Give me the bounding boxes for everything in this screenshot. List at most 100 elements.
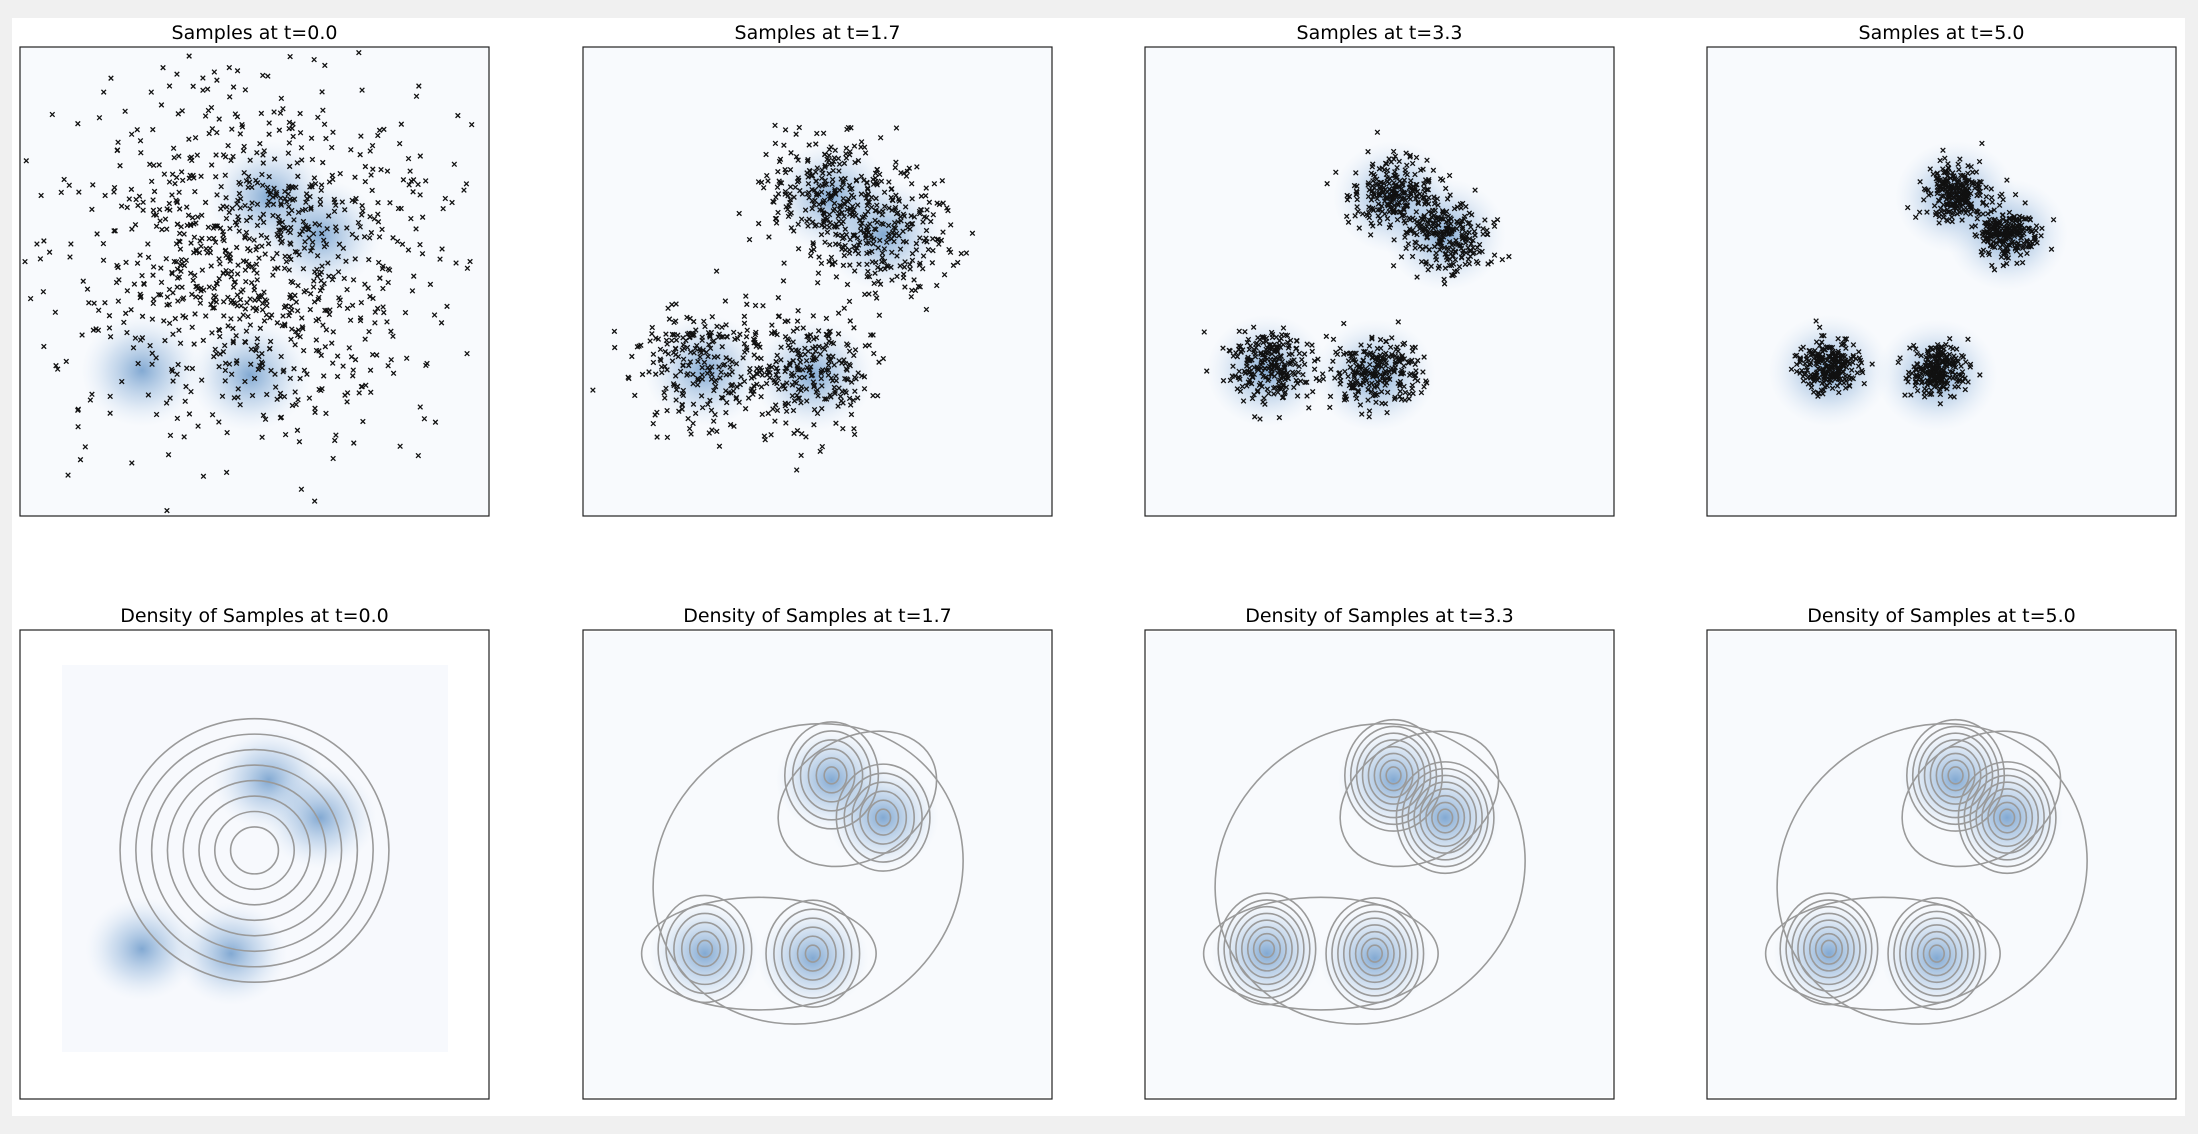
sample-marker <box>639 371 646 378</box>
sample-marker <box>741 378 748 385</box>
sample-marker <box>694 382 701 388</box>
sample-marker <box>741 313 748 320</box>
sample-marker <box>259 307 266 313</box>
sample-marker <box>161 318 167 324</box>
sample-marker <box>969 230 976 237</box>
sample-marker <box>750 391 756 398</box>
sample-marker <box>208 301 214 308</box>
sample-marker <box>174 415 181 422</box>
sample-marker <box>844 367 850 373</box>
sample-marker <box>782 385 788 392</box>
sample-marker <box>908 180 915 187</box>
sample-marker <box>870 181 877 188</box>
sample-marker <box>133 196 139 203</box>
sample-marker <box>842 375 848 382</box>
sample-marker <box>399 241 406 247</box>
sample-marker <box>865 223 871 229</box>
sample-marker <box>716 443 723 449</box>
sample-marker <box>372 309 379 315</box>
sample-marker <box>251 375 258 382</box>
sample-marker <box>329 360 336 366</box>
sample-marker <box>226 94 233 100</box>
sample-marker <box>883 239 890 246</box>
sample-marker <box>124 288 131 294</box>
density-glow <box>1318 906 1432 1010</box>
sample-marker <box>276 220 282 227</box>
sample-marker <box>672 373 679 379</box>
sample-marker <box>711 387 717 394</box>
sample-marker <box>822 151 828 158</box>
sample-marker <box>172 315 179 322</box>
sample-marker <box>634 344 641 350</box>
sample-marker <box>848 192 855 198</box>
sample-marker <box>881 258 888 265</box>
sample-marker <box>826 353 832 359</box>
sample-marker <box>1401 177 1408 183</box>
sample-marker <box>821 396 828 402</box>
sample-marker <box>291 217 297 223</box>
sample-marker <box>318 187 324 193</box>
sample-marker <box>348 354 355 360</box>
sample-marker <box>339 199 346 205</box>
sample-marker <box>137 252 143 258</box>
sample-marker <box>697 348 703 354</box>
sample-marker <box>226 64 233 71</box>
sample-marker <box>784 336 791 342</box>
sample-marker <box>1311 358 1318 364</box>
sample-marker <box>654 409 660 416</box>
sample-marker <box>189 365 196 372</box>
sample-marker <box>822 177 829 184</box>
sample-marker <box>829 181 835 188</box>
sample-marker <box>455 112 461 119</box>
sample-marker <box>902 204 909 210</box>
sample-marker <box>230 325 236 332</box>
sample-marker <box>771 328 778 335</box>
plot-area <box>1145 47 1614 516</box>
sample-marker <box>832 388 838 394</box>
sample-marker <box>225 142 231 149</box>
sample-marker <box>183 257 190 264</box>
sample-marker <box>249 200 255 206</box>
sample-marker <box>314 273 320 279</box>
sample-marker <box>811 422 817 428</box>
sample-marker <box>847 148 853 155</box>
sample-marker <box>228 316 234 322</box>
sample-marker <box>115 298 122 304</box>
sample-marker <box>228 157 234 164</box>
sample-marker <box>173 259 180 265</box>
sample-marker <box>714 428 720 435</box>
sample-marker <box>826 152 832 159</box>
sample-marker <box>829 161 836 168</box>
sample-marker <box>322 62 328 69</box>
sample-marker <box>274 396 280 402</box>
sample-marker <box>317 196 324 203</box>
sample-marker <box>395 205 402 212</box>
sample-marker <box>132 335 139 341</box>
sample-marker <box>812 169 819 175</box>
sample-marker <box>865 268 871 275</box>
sample-marker <box>174 221 181 227</box>
sample-marker <box>847 318 854 324</box>
sample-marker <box>148 178 155 185</box>
sample-marker <box>758 393 764 400</box>
sample-marker <box>743 344 750 351</box>
sample-marker <box>798 216 805 222</box>
sample-marker <box>646 369 652 375</box>
sample-marker <box>288 303 294 310</box>
sample-marker <box>872 270 878 276</box>
sample-marker <box>230 153 236 160</box>
sample-marker <box>861 229 867 236</box>
sample-marker <box>785 318 791 324</box>
sample-marker <box>300 218 307 225</box>
sample-marker <box>317 287 324 294</box>
sample-marker <box>461 187 467 193</box>
sample-marker <box>914 164 920 170</box>
sample-marker <box>467 258 473 265</box>
sample-marker <box>449 199 455 206</box>
sample-marker <box>864 203 871 209</box>
sample-marker <box>370 295 376 302</box>
sample-marker <box>690 401 697 407</box>
sample-marker <box>271 185 277 192</box>
sample-marker <box>837 393 844 400</box>
sample-marker <box>193 220 199 226</box>
